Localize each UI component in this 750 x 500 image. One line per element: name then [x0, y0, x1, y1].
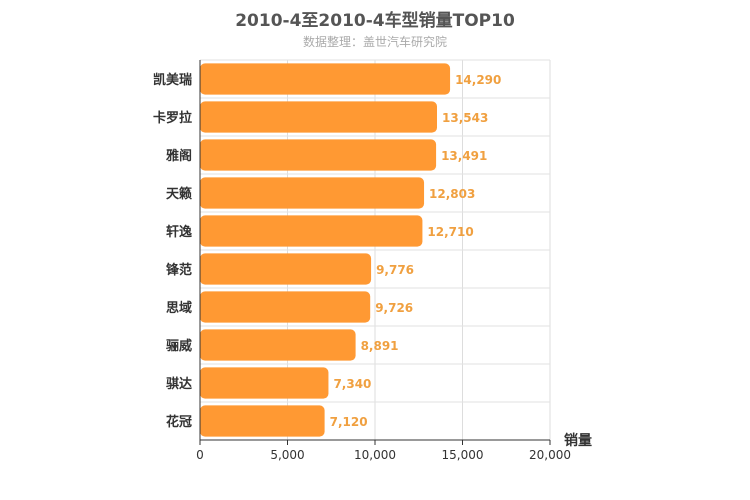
category-label: 天籁 — [166, 186, 192, 202]
data-label: 7,340 — [333, 377, 371, 391]
category-label: 骐达 — [166, 376, 192, 392]
data-label: 9,776 — [376, 263, 414, 277]
x-tick-label: 10,000 — [354, 448, 396, 462]
category-label: 轩逸 — [166, 224, 192, 240]
x-tick-label: 20,000 — [529, 448, 571, 462]
bar — [200, 291, 371, 323]
bar — [200, 405, 325, 437]
bar — [200, 215, 423, 247]
x-axis-title: 销量 — [564, 432, 592, 449]
category-label: 思域 — [166, 300, 192, 316]
category-label: 凯美瑞 — [153, 72, 192, 88]
category-label: 骊威 — [166, 338, 192, 354]
data-label: 12,803 — [429, 187, 475, 201]
x-tick-label: 0 — [196, 448, 204, 462]
bar — [200, 177, 425, 209]
category-label: 卡罗拉 — [153, 110, 192, 126]
chart-subtitle: 数据整理：盖世汽车研究院 — [302, 35, 447, 49]
data-label: 13,491 — [441, 149, 487, 163]
x-tick-label: 15,000 — [442, 448, 484, 462]
data-label: 7,120 — [330, 415, 368, 429]
chart-title: 2010-4至2010-4车型销量TOP10 — [235, 11, 515, 31]
category-label: 锋范 — [166, 262, 192, 278]
x-tick-label: 5,000 — [270, 448, 304, 462]
category-label: 雅阁 — [166, 148, 192, 164]
data-label: 13,543 — [442, 111, 488, 125]
bar — [200, 101, 438, 133]
bar — [200, 367, 329, 399]
bar — [200, 63, 451, 95]
bar — [200, 139, 437, 171]
data-label: 14,290 — [455, 73, 501, 87]
data-label: 8,891 — [361, 339, 399, 353]
data-label: 9,726 — [375, 301, 413, 315]
bar — [200, 253, 372, 285]
bar — [200, 329, 356, 361]
data-label: 12,710 — [427, 225, 473, 239]
category-label: 花冠 — [166, 414, 192, 430]
